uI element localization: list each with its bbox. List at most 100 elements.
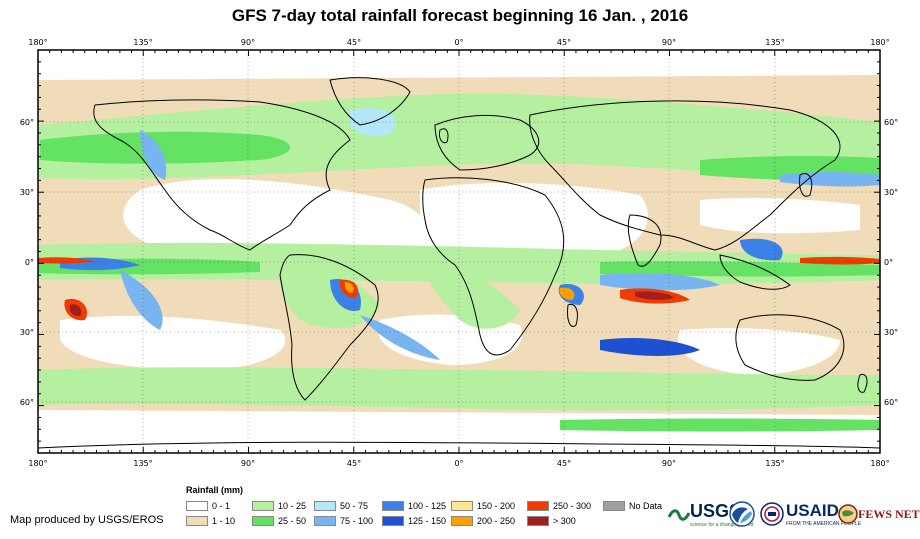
- top-lon-labels: 180° 135° 90° 45° 0° 45° 90° 135° 180°: [28, 38, 889, 47]
- right-lat-label: 30°: [884, 188, 898, 197]
- left-lat-label: 60°: [20, 398, 34, 407]
- legend-label: 50 - 75: [340, 501, 369, 511]
- usgs-logo: USGS science for a changing world: [668, 500, 753, 528]
- legend-label: 125 - 150: [408, 516, 447, 526]
- map-title: GFS 7-day total rainfall forecast beginn…: [231, 6, 689, 25]
- legend-swatch: [603, 501, 625, 511]
- top-lon-label: 90°: [662, 38, 676, 47]
- legend-item: 10 - 25: [252, 500, 306, 512]
- greenland-outline: [329, 77, 411, 126]
- fews-globe-icon: [838, 504, 858, 524]
- map-fields: [38, 50, 880, 453]
- legend-label: 250 - 300: [553, 501, 592, 511]
- bottom-lon-labels: 180° 135° 90° 45° 0° 45° 90° 135° 180°: [28, 459, 889, 468]
- top-lon-label: 90°: [241, 38, 255, 47]
- legend-item: No Data: [603, 500, 662, 512]
- top-lon-label: 180°: [28, 38, 47, 47]
- right-lat-label: 60°: [884, 398, 898, 407]
- rain-bands-mid: [38, 131, 880, 432]
- uk-outline: [439, 128, 449, 144]
- legend-swatch: [252, 501, 274, 511]
- bottom-lon-label: 135°: [765, 459, 784, 468]
- legend-label: 1 - 10: [212, 516, 236, 526]
- legend-label: > 300: [553, 516, 576, 526]
- madagascar-outline: [567, 303, 578, 327]
- legend-swatch: [382, 501, 404, 511]
- bottom-lon-label: 45°: [557, 459, 571, 468]
- legend-label: 75 - 100: [340, 516, 374, 526]
- legend-item: 200 - 250: [451, 515, 515, 527]
- noaa-seal-icon: [729, 501, 755, 527]
- antarctica-outline: [37, 441, 881, 449]
- heavy-rain: [38, 108, 880, 360]
- bottom-lon-label: 90°: [662, 459, 676, 468]
- legend-label: 25 - 50: [278, 516, 307, 526]
- right-lat-label: 60°: [884, 118, 898, 127]
- usaid-tagline: FROM THE AMERICAN PEOPLE: [786, 521, 861, 527]
- usgs-wordmark: USGS: [690, 500, 742, 521]
- legend-label: 150 - 200: [477, 501, 516, 511]
- legend-swatch: [451, 501, 473, 511]
- bottom-lon-label: 0°: [454, 459, 463, 468]
- usaid-seal-icon: [760, 502, 784, 526]
- left-lat-label: 0°: [25, 258, 34, 267]
- legend-swatch: [314, 501, 336, 511]
- left-lat-label: 30°: [20, 188, 34, 197]
- legend-swatch: [186, 516, 208, 526]
- top-lon-label: 45°: [557, 38, 571, 47]
- noaa-logo: [729, 500, 755, 528]
- bottom-lon-label: 90°: [241, 459, 255, 468]
- southeast-asia-outline: [719, 254, 791, 290]
- africa-outline: [422, 177, 565, 356]
- japan-outline: [799, 173, 813, 197]
- usgs-wave-icon: [668, 509, 690, 521]
- legend-item: 0 - 1: [186, 500, 230, 512]
- right-lat-labels: 60° 30° 0° 30° 60°: [884, 118, 898, 407]
- bottom-lon-label: 135°: [133, 459, 152, 468]
- legend-item: 50 - 75: [314, 500, 368, 512]
- left-lat-label: 30°: [20, 328, 34, 337]
- legend-item: 1 - 10: [186, 515, 235, 527]
- south-america-outline: [279, 254, 379, 401]
- top-lon-label: 135°: [765, 38, 784, 47]
- legend-label: 10 - 25: [278, 501, 307, 511]
- bottom-lon-label: 45°: [347, 459, 361, 468]
- legend-item: 25 - 50: [252, 515, 306, 527]
- top-lon-label: 45°: [347, 38, 361, 47]
- legend-swatch: [252, 516, 274, 526]
- graticule: [38, 50, 880, 453]
- top-lon-label: 135°: [133, 38, 152, 47]
- legend-swatch: [527, 516, 549, 526]
- top-lon-label: 180°: [870, 38, 889, 47]
- bottom-lon-label: 180°: [28, 459, 47, 468]
- usgs-tagline: science for a changing world: [690, 521, 754, 528]
- usaid-wordmark: USAID: [786, 501, 839, 520]
- legend-item: > 300: [527, 515, 576, 527]
- new-zealand-outline: [857, 373, 868, 393]
- rainfall-map: 180° 135° 90° 45° 0° 45° 90° 135° 180° 1…: [20, 38, 898, 468]
- europe-outline: [434, 114, 540, 171]
- top-lon-label: 0°: [454, 38, 463, 47]
- legend-item: 150 - 200: [451, 500, 515, 512]
- legend-title: Rainfall (mm): [186, 485, 244, 495]
- legend-swatch: [451, 516, 473, 526]
- bottom-lon-label: 180°: [870, 459, 889, 468]
- legend-swatch: [527, 501, 549, 511]
- left-lat-label: 60°: [20, 118, 34, 127]
- india-outline: [627, 214, 662, 267]
- fews-net-logo: FEWS NET: [838, 500, 920, 528]
- legend-label: 200 - 250: [477, 516, 516, 526]
- legend-item: 75 - 100: [314, 515, 373, 527]
- left-lat-labels: 60° 30° 0° 30° 60°: [20, 118, 34, 407]
- usaid-logo: USAID FROM THE AMERICAN PEOPLE: [760, 500, 861, 528]
- legend-swatch: [382, 516, 404, 526]
- legend-swatch: [314, 516, 336, 526]
- legend-item: 250 - 300: [527, 500, 591, 512]
- legend-item: 125 - 150: [382, 515, 446, 527]
- fews-wordmark: FEWS NET: [858, 506, 920, 521]
- legend-label: 0 - 1: [212, 501, 231, 511]
- australia-outline: [735, 314, 845, 381]
- north-america-outline: [93, 99, 351, 251]
- right-lat-label: 30°: [884, 328, 898, 337]
- legend-label: 100 - 125: [408, 501, 447, 511]
